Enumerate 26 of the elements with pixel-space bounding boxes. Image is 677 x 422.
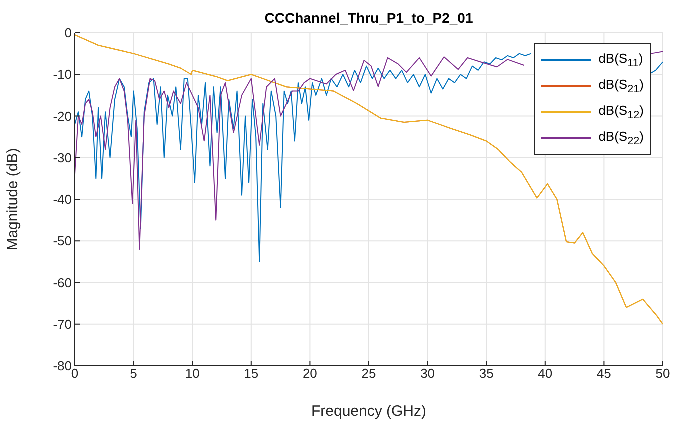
x-tick-label: 5 <box>130 366 138 382</box>
x-tick-label: 20 <box>302 366 318 382</box>
y-tick-label: 0 <box>64 26 72 41</box>
y-tick-label: -70 <box>53 316 72 332</box>
x-tick-label: 40 <box>538 366 553 382</box>
x-tick-label: 45 <box>596 366 612 382</box>
y-tick-label: -30 <box>53 150 72 166</box>
x-tick-label: 25 <box>362 366 376 382</box>
legend-label: dB(S$_{22}$) <box>598 128 644 148</box>
x-tick-label: 30 <box>420 366 436 382</box>
legend-label: dB(S$_{11}$) <box>598 50 644 70</box>
x-tick-label: 10 <box>185 366 200 382</box>
legend-label: dB(S$_{21}$) <box>598 76 644 96</box>
y-axis-title: Magnitude (dB) <box>4 148 22 251</box>
x-tick-label: 35 <box>479 366 494 382</box>
x-axis-title: Frequency (GHz) <box>311 403 427 420</box>
chart-title: CCChannel_Thru_P1_to_P2_01 <box>264 10 474 26</box>
x-tick-label: 50 <box>656 366 670 382</box>
y-tick-label: -40 <box>53 192 72 208</box>
y-tick-label: -60 <box>53 275 72 290</box>
y-tick-label: -80 <box>53 358 72 374</box>
y-tick-label: -50 <box>53 234 72 249</box>
legend-label: dB(S$_{12}$) <box>598 102 644 122</box>
y-tick-label: -10 <box>53 67 72 82</box>
x-tick-label: 15 <box>244 366 259 382</box>
y-tick-label: -20 <box>53 108 72 124</box>
